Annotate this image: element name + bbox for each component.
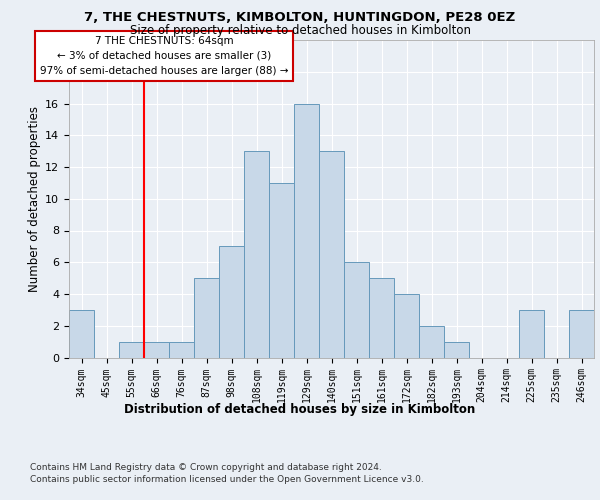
- Bar: [394, 294, 419, 358]
- Text: Contains public sector information licensed under the Open Government Licence v3: Contains public sector information licen…: [30, 475, 424, 484]
- Text: Size of property relative to detached houses in Kimbolton: Size of property relative to detached ho…: [130, 24, 470, 37]
- Bar: [444, 342, 469, 357]
- Text: Contains HM Land Registry data © Crown copyright and database right 2024.: Contains HM Land Registry data © Crown c…: [30, 462, 382, 471]
- Bar: [69, 310, 94, 358]
- Bar: [569, 310, 594, 358]
- Bar: [319, 151, 344, 358]
- Bar: [244, 151, 269, 358]
- Text: 7 THE CHESTNUTS: 64sqm
← 3% of detached houses are smaller (3)
97% of semi-detac: 7 THE CHESTNUTS: 64sqm ← 3% of detached …: [40, 36, 288, 76]
- Text: Distribution of detached houses by size in Kimbolton: Distribution of detached houses by size …: [124, 402, 476, 415]
- Bar: [119, 342, 144, 357]
- Text: 7, THE CHESTNUTS, KIMBOLTON, HUNTINGDON, PE28 0EZ: 7, THE CHESTNUTS, KIMBOLTON, HUNTINGDON,…: [85, 11, 515, 24]
- Bar: [369, 278, 394, 357]
- Bar: [219, 246, 244, 358]
- Bar: [269, 183, 294, 358]
- Bar: [344, 262, 369, 358]
- Bar: [169, 342, 194, 357]
- Bar: [194, 278, 219, 357]
- Bar: [419, 326, 444, 358]
- Bar: [519, 310, 544, 358]
- Y-axis label: Number of detached properties: Number of detached properties: [28, 106, 41, 292]
- Bar: [144, 342, 169, 357]
- Bar: [294, 104, 319, 358]
